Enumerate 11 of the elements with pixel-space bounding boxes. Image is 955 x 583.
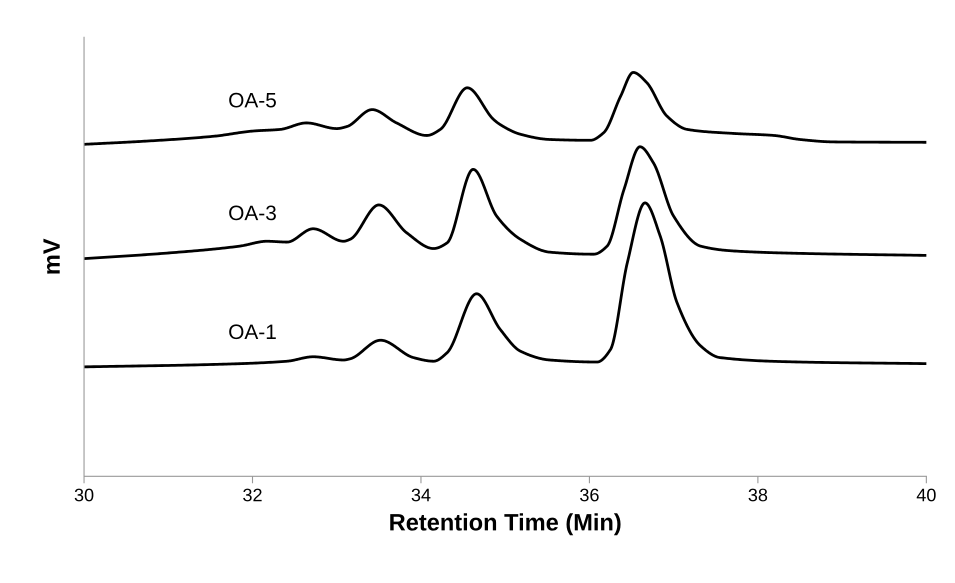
series-label: OA-1: [229, 324, 276, 340]
x-tick-label: 36: [580, 488, 599, 502]
series-label: OA-3: [229, 206, 276, 220]
x-axis-title: Retention Time (Min): [390, 513, 621, 536]
x-tick-label: 30: [74, 488, 94, 502]
x-tick-label: 34: [412, 488, 430, 502]
x-tick-label: 32: [243, 488, 262, 502]
y-axis-title: mV: [43, 238, 60, 274]
x-tick-label: 38: [748, 488, 768, 502]
x-tick-label: 40: [916, 488, 936, 502]
series-label: OA-5: [229, 92, 276, 108]
